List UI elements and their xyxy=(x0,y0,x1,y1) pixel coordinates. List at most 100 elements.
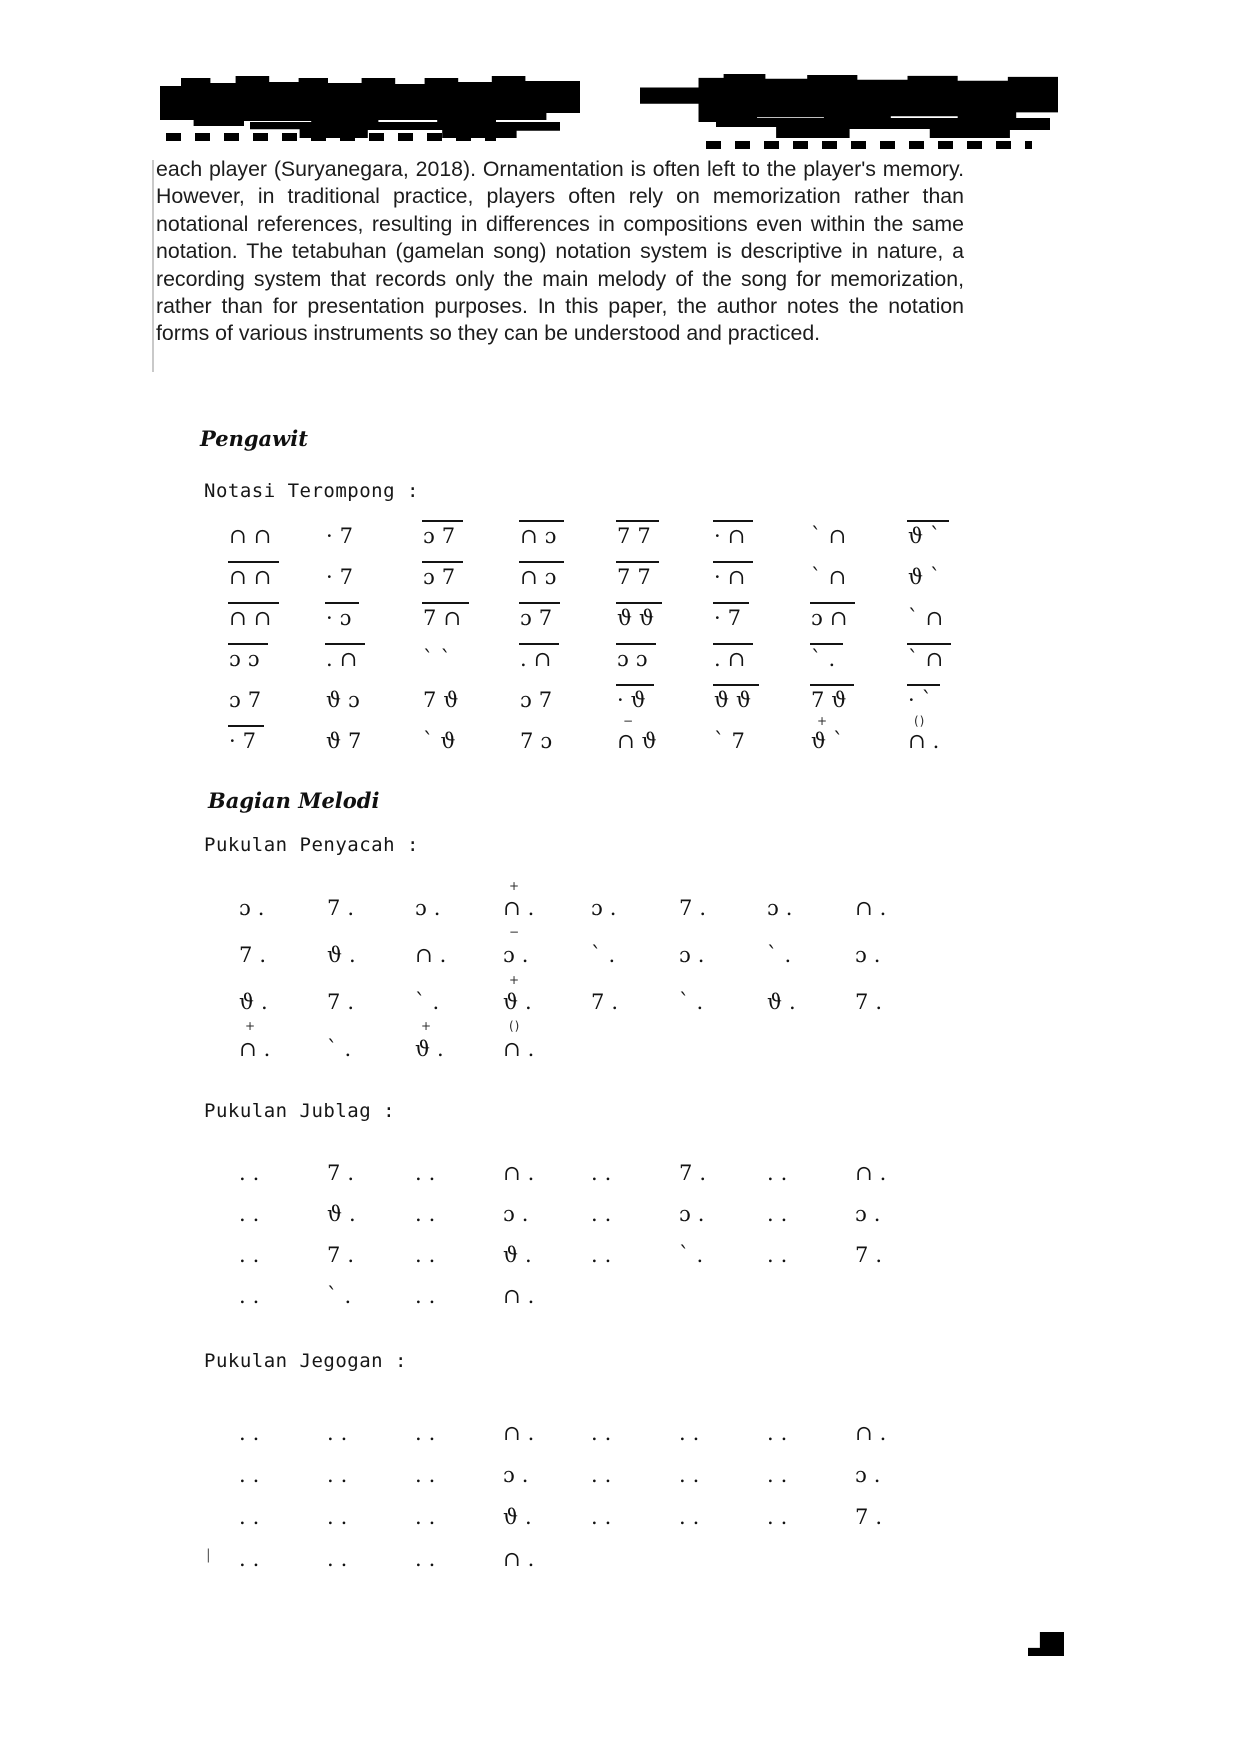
note-glyphs: .. xyxy=(591,1243,619,1267)
note-glyphs: 77 xyxy=(616,561,659,589)
note-glyphs: .. xyxy=(767,1161,795,1185)
label-notasi-terompong: Notasi Terompong : xyxy=(204,480,419,502)
notation-cell: .∩ xyxy=(325,643,422,684)
note-glyphs: ˋ. xyxy=(327,1284,359,1308)
notation-row: ∩. ˋ. ϑ. ∩. xyxy=(238,1033,942,1080)
notation-cell: ɔ7 xyxy=(519,602,616,643)
notation-cell: .. xyxy=(590,1239,678,1280)
notation-cell: .. xyxy=(590,1198,678,1239)
note-glyphs: ˋ∩ xyxy=(907,643,952,671)
notation-cell: .. xyxy=(326,1501,414,1543)
notation-cell: ϑ. + () xyxy=(502,974,590,1033)
notation-cell: ɔ. xyxy=(854,1459,942,1501)
notation-cell: ∩ϑ xyxy=(616,725,713,766)
note-glyphs: .. xyxy=(679,1463,707,1487)
notation-cell: ϑ. xyxy=(502,1501,590,1543)
notation-cell: ˋ∩ xyxy=(810,561,907,602)
notation-cell: ɔ. xyxy=(414,892,502,939)
note-glyphs: 7. xyxy=(327,1243,362,1267)
notation-cell: ˋ. xyxy=(326,1280,414,1321)
note-glyphs: ϑˋ xyxy=(811,729,851,753)
stroke-mark-below: − xyxy=(623,714,635,728)
label-pukulan-jegogan: Pukulan Jegogan : xyxy=(204,1350,407,1372)
note-glyphs: ϑ. xyxy=(327,943,363,967)
stroke-mark-above: + xyxy=(509,879,521,893)
notation-row: 7. ϑ. ∩. ɔ. ˋ. ɔ. ˋ. ɔ. xyxy=(238,939,942,986)
notation-cell: ˋ∩ xyxy=(907,643,1004,684)
notation-cell: .. xyxy=(326,1459,414,1501)
notation-cell: 7. xyxy=(326,1157,414,1198)
note-glyphs: 7ϑ xyxy=(810,684,855,712)
note-glyphs: ɔ. xyxy=(767,896,800,920)
notation-cell: ɔ. xyxy=(678,1198,766,1239)
notation-cell: ˋˋ xyxy=(422,643,519,684)
note-glyphs: .. xyxy=(415,1202,443,1226)
notation-cell: ϑ. xyxy=(414,1033,502,1080)
label-pukulan-penyacah: Pukulan Penyacah : xyxy=(204,834,419,856)
note-glyphs: ·ˋ xyxy=(907,684,941,712)
notation-cell: 7ɔ xyxy=(519,725,616,766)
notation-cell: 77 xyxy=(616,561,713,602)
note-glyphs: ˋ. xyxy=(767,943,799,967)
notation-cell: ˋ. xyxy=(590,939,678,986)
note-glyphs: ∩. xyxy=(855,1421,894,1445)
note-glyphs: 7. xyxy=(327,1161,362,1185)
note-glyphs: ϑ. xyxy=(503,1243,539,1267)
note-glyphs: 7. xyxy=(327,990,362,1014)
notation-cell: 7. xyxy=(326,892,414,939)
note-glyphs: .. xyxy=(767,1463,795,1487)
notation-cell: ∩. xyxy=(854,1417,942,1459)
note-glyphs: .. xyxy=(239,1161,267,1185)
note-glyphs: ɔ7 xyxy=(422,561,464,589)
notation-cell: ɔ. xyxy=(590,892,678,939)
notation-cell: .. xyxy=(414,1417,502,1459)
note-glyphs: ϑɔ xyxy=(326,688,367,712)
note-glyphs: .. xyxy=(239,1202,267,1226)
notation-cell: ∩∩ xyxy=(228,561,325,602)
note-glyphs: ·ɔ xyxy=(325,602,360,630)
notation-cell: ɔɔ xyxy=(616,643,713,684)
stroke-mark-below: () xyxy=(914,714,926,728)
note-glyphs: ∩ɔ xyxy=(519,561,565,589)
notation-cell: ɔ. xyxy=(238,892,326,939)
redacted-title-block-right xyxy=(640,74,1058,122)
note-glyphs: ˋϑ xyxy=(423,729,463,753)
note-glyphs: ɔ7 xyxy=(519,602,561,630)
terompong-notation-grid: ∩∩ ·7 ɔ7 ∩ɔ 77 ·∩ ˋ∩ ϑˋ ∩∩ ·7 ɔ7 ∩ɔ 77 ·∩ ˋ∩ ϑˋ ∩∩ ·ɔ 7∩ ɔ7… xyxy=(228,520,1004,766)
notation-cell: ∩ɔ xyxy=(519,520,616,561)
notation-cell: ·∩ xyxy=(713,561,810,602)
notation-cell: ˋ. xyxy=(678,1239,766,1280)
notation-cell: ∩. xyxy=(854,1157,942,1198)
notation-row: .. ˋ... ∩. xyxy=(238,1280,942,1321)
note-glyphs: ·∩ xyxy=(713,561,754,589)
notation-cell: ˋ. xyxy=(810,643,907,684)
notation-cell: .. xyxy=(238,1459,326,1501)
notation-cell: ∩. xyxy=(502,1417,590,1459)
notation-cell: .. xyxy=(766,1239,854,1280)
scan-artifact-corner-mark xyxy=(1028,1632,1064,1656)
notation-cell: ˋ7 xyxy=(713,725,810,766)
note-glyphs: 7∩ xyxy=(422,602,469,630)
notation-cell: 7. xyxy=(238,939,326,986)
stroke-mark-below: + xyxy=(245,1019,257,1033)
note-glyphs: ˋ. xyxy=(415,990,447,1014)
note-glyphs: .. xyxy=(591,1505,619,1529)
note-glyphs: ˋ. xyxy=(810,643,844,671)
note-glyphs: .. xyxy=(679,1421,707,1445)
note-glyphs: ·7 xyxy=(326,524,361,548)
note-glyphs: ˋ∩ xyxy=(908,606,951,630)
notation-cell: ∩. xyxy=(502,1033,590,1080)
notation-cell: .. xyxy=(678,1459,766,1501)
note-glyphs: .. xyxy=(591,1463,619,1487)
notation-cell: .. xyxy=(766,1417,854,1459)
stroke-mark-above: + xyxy=(509,973,521,987)
note-glyphs: 7. xyxy=(591,990,626,1014)
notation-cell: ϑ. xyxy=(766,986,854,1033)
note-glyphs: .. xyxy=(239,1547,267,1571)
notation-cell: ·7 xyxy=(325,561,422,602)
stroke-mark-below: + xyxy=(421,1019,433,1033)
notation-cell: ϑɔ xyxy=(325,684,422,725)
note-glyphs: ∩. xyxy=(239,1037,278,1061)
note-glyphs: .. xyxy=(239,1284,267,1308)
